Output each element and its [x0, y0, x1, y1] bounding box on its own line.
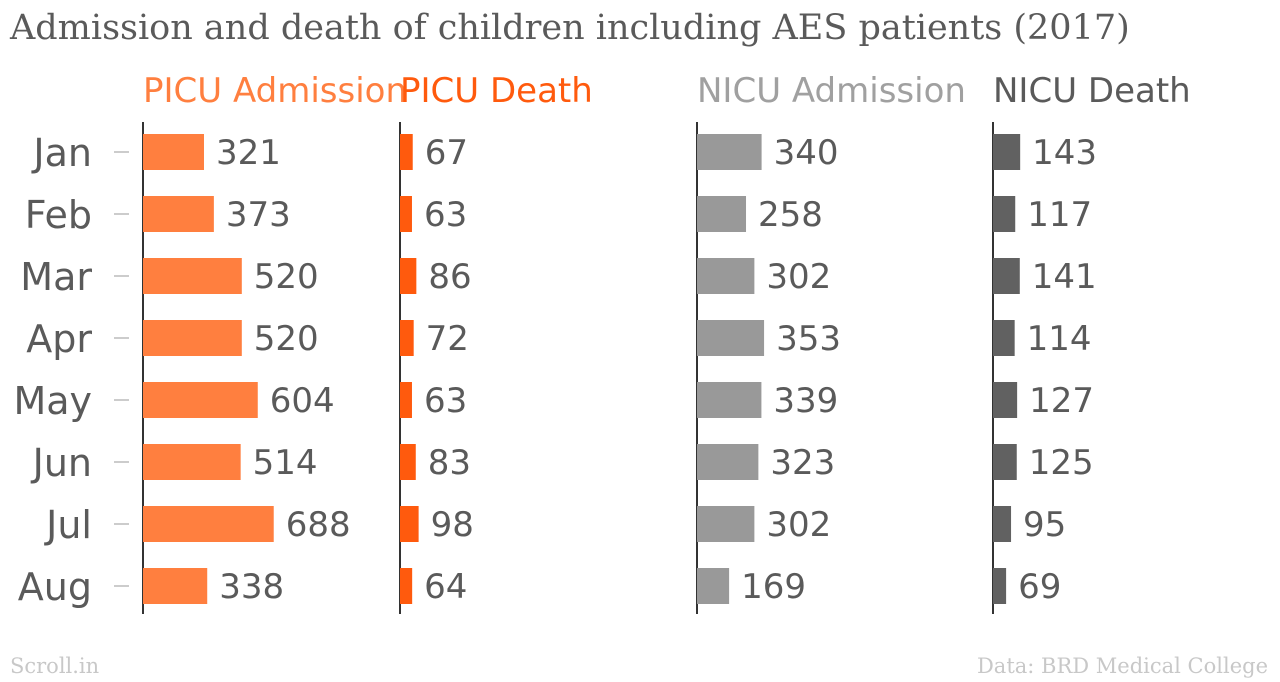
bar-nicu-admission-may [697, 382, 762, 418]
value-label-picu-death-jul: 98 [431, 505, 474, 545]
bar-picu-admission-may [143, 382, 258, 418]
value-label-nicu-admission-apr: 353 [776, 319, 841, 359]
bar-nicu-death-mar [993, 258, 1020, 294]
bar-picu-admission-apr [143, 320, 242, 356]
bar-picu-death-may [400, 382, 412, 418]
series-header-nicu-admission: NICU Admission [697, 71, 966, 111]
bar-nicu-death-feb [993, 196, 1016, 232]
bar-nicu-death-aug [993, 568, 1007, 604]
value-label-nicu-death-aug: 69 [1018, 567, 1061, 607]
bar-picu-admission-mar [143, 258, 242, 294]
footer-credit: Data: BRD Medical College [976, 654, 1268, 678]
value-label-nicu-admission-may: 339 [773, 381, 838, 421]
bar-nicu-admission-jul [697, 506, 755, 542]
value-label-nicu-death-feb: 117 [1027, 195, 1092, 235]
value-label-nicu-admission-jul: 302 [766, 505, 831, 545]
value-label-picu-admission-jan: 321 [216, 133, 281, 173]
value-label-nicu-admission-mar: 302 [766, 257, 831, 297]
value-label-nicu-death-jul: 95 [1023, 505, 1066, 545]
bar-nicu-admission-aug [697, 568, 730, 604]
value-label-picu-admission-aug: 338 [219, 567, 284, 607]
bar-nicu-admission-feb [697, 196, 747, 232]
month-label-feb: Feb [25, 193, 92, 237]
chart-title: Admission and death of children includin… [10, 8, 1130, 48]
month-label-jun: Jun [31, 441, 92, 485]
series-header-picu-admission: PICU Admission [143, 71, 407, 111]
value-label-picu-admission-jul: 688 [286, 505, 351, 545]
value-label-nicu-death-mar: 141 [1032, 257, 1097, 297]
month-label-aug: Aug [18, 565, 92, 609]
value-label-picu-admission-feb: 373 [226, 195, 291, 235]
bar-nicu-admission-jun [697, 444, 759, 480]
value-label-picu-death-jan: 67 [425, 133, 468, 173]
value-label-picu-death-may: 63 [424, 381, 467, 421]
value-label-picu-admission-apr: 520 [254, 319, 319, 359]
bar-nicu-death-jan [993, 134, 1021, 170]
bar-nicu-death-may [993, 382, 1018, 418]
month-label-apr: Apr [26, 317, 92, 361]
bar-picu-death-mar [400, 258, 417, 294]
bar-picu-death-jan [400, 134, 413, 170]
bar-picu-death-jun [400, 444, 416, 480]
value-label-picu-death-feb: 63 [424, 195, 467, 235]
value-label-nicu-admission-feb: 258 [758, 195, 823, 235]
value-label-picu-death-aug: 64 [424, 567, 467, 607]
month-label-mar: Mar [20, 255, 92, 299]
value-label-nicu-death-apr: 114 [1027, 319, 1092, 359]
bar-picu-death-aug [400, 568, 413, 604]
bar-nicu-admission-mar [697, 258, 755, 294]
bar-picu-death-jul [400, 506, 419, 542]
bar-picu-admission-jul [143, 506, 274, 542]
value-label-nicu-admission-jun: 323 [770, 443, 835, 483]
value-label-nicu-death-may: 127 [1029, 381, 1094, 421]
value-label-nicu-admission-aug: 169 [741, 567, 806, 607]
value-label-picu-death-jun: 83 [428, 443, 471, 483]
bar-nicu-death-apr [993, 320, 1015, 356]
value-label-nicu-admission-jan: 340 [774, 133, 839, 173]
bar-nicu-death-jun [993, 444, 1017, 480]
bar-nicu-admission-jan [697, 134, 762, 170]
value-label-nicu-death-jan: 143 [1032, 133, 1097, 173]
value-label-nicu-death-jun: 125 [1029, 443, 1094, 483]
bar-picu-death-apr [400, 320, 414, 356]
bar-nicu-death-jul [993, 506, 1012, 542]
series-header-nicu-death: NICU Death [993, 71, 1191, 111]
value-label-picu-admission-mar: 520 [254, 257, 319, 297]
value-label-picu-admission-may: 604 [270, 381, 335, 421]
footer-source-site: Scroll.in [10, 654, 100, 678]
bar-nicu-admission-apr [697, 320, 765, 356]
value-label-picu-death-mar: 86 [428, 257, 471, 297]
bar-picu-death-feb [400, 196, 412, 232]
bar-picu-admission-aug [143, 568, 208, 604]
bar-picu-admission-jan [143, 134, 204, 170]
month-label-jan: Jan [31, 131, 92, 175]
month-label-may: May [13, 379, 92, 423]
value-label-picu-death-apr: 72 [426, 319, 469, 359]
series-header-picu-death: PICU Death [400, 71, 593, 111]
bar-picu-admission-jun [143, 444, 241, 480]
month-label-jul: Jul [44, 503, 92, 547]
value-label-picu-admission-jun: 514 [253, 443, 318, 483]
bar-picu-admission-feb [143, 196, 214, 232]
